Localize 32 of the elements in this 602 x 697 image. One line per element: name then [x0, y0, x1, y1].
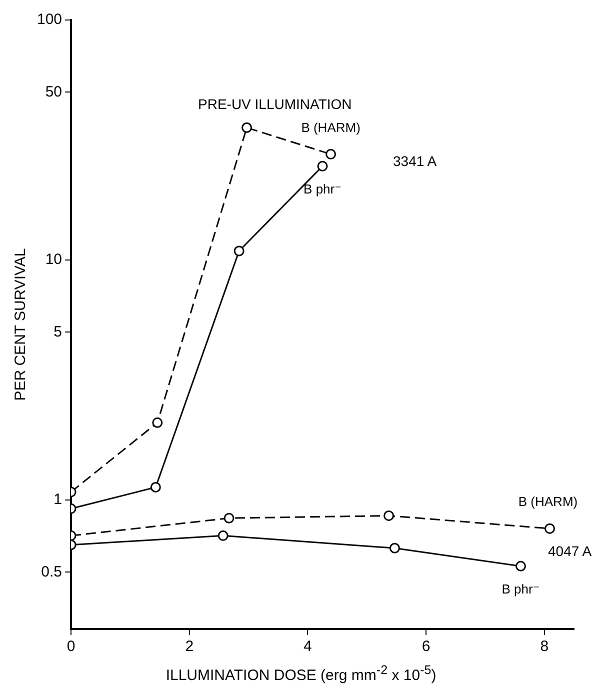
point [234, 246, 244, 256]
x-tick-label: 2 [185, 638, 194, 656]
annotation: PRE-UV ILLUMINATION [198, 96, 352, 112]
x-tick-label: 4 [304, 638, 312, 656]
point [152, 417, 163, 428]
point [389, 542, 400, 554]
point [242, 122, 252, 133]
series-label: B phr⁻ [502, 582, 540, 597]
annotation: 4047 A [548, 543, 592, 559]
series-label: B (HARM) [518, 494, 578, 510]
y-tick-label: 0.5 [41, 563, 62, 580]
point [544, 523, 555, 534]
point [317, 160, 328, 172]
series-label: B phr⁻ [304, 182, 342, 197]
y-tick-label: 50 [45, 83, 62, 100]
point [150, 482, 161, 492]
x-tick-label: 0 [66, 638, 76, 656]
y-axis-title: PER CENT SURVIVAL [12, 248, 30, 401]
point [326, 148, 336, 160]
series-label: B (HARM) [301, 120, 360, 135]
y-tick-label: 100 [36, 11, 62, 28]
y-tick-label: 10 [45, 251, 62, 268]
x-axis-title: ILLUMINATION DOSE (erg mm$^{-2}$ x 10$^{-5}$) [164, 663, 438, 684]
point [224, 512, 234, 524]
y-tick-label: 5 [54, 323, 62, 340]
annotation: 3341 A [393, 153, 437, 169]
point [384, 510, 394, 521]
point [218, 530, 228, 541]
x-tick-label: 6 [422, 638, 430, 656]
x-tick-label: 8 [540, 638, 549, 656]
y-tick-label: 1 [54, 491, 62, 508]
point [515, 560, 526, 572]
